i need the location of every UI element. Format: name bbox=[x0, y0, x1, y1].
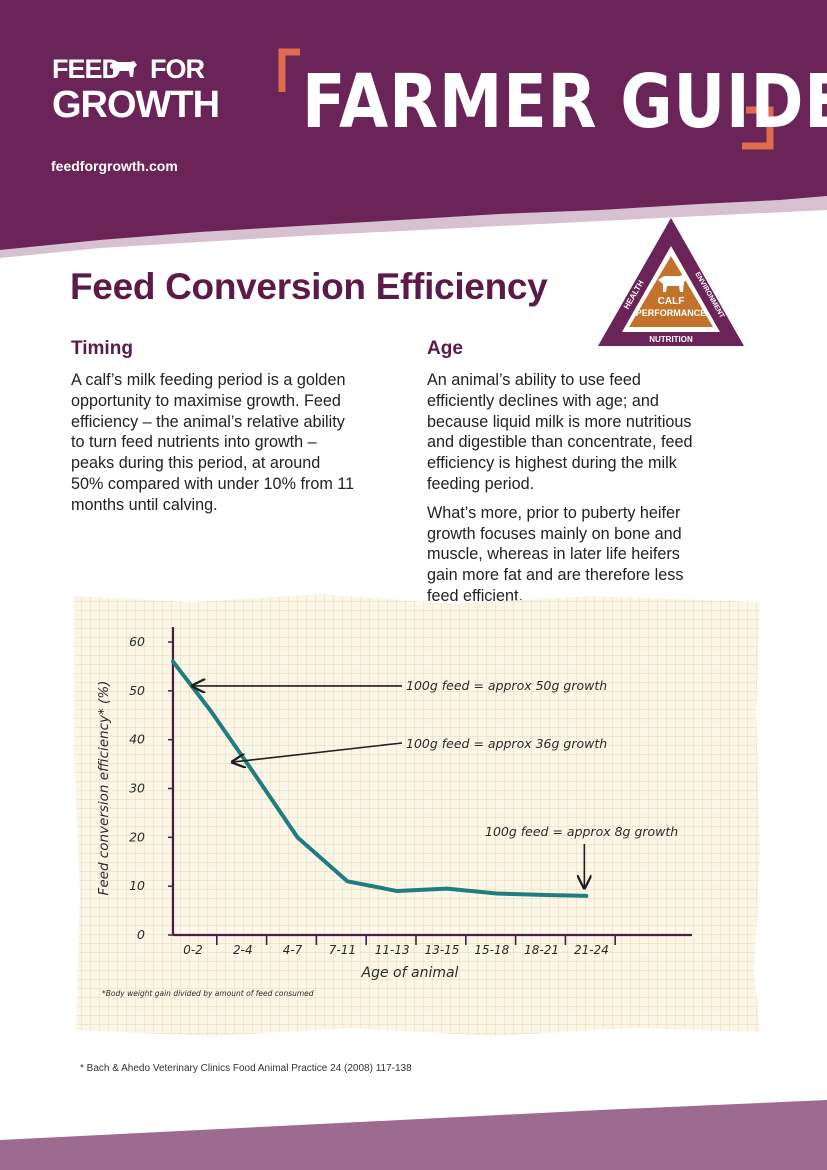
chart-axes bbox=[171, 627, 692, 937]
cow-icon bbox=[110, 61, 137, 77]
age-line: efficiency is highest during the milk bbox=[427, 454, 677, 473]
badge-center-line2: PERFORMANCE bbox=[636, 308, 707, 318]
cow-icon bbox=[658, 274, 688, 292]
age-text: An animal’s ability to use feed efficien… bbox=[427, 370, 757, 615]
age-line: What’s more, prior to puberty heifer bbox=[427, 503, 681, 522]
timing-text: A calf’s milk feeding period is a golden… bbox=[71, 370, 411, 516]
x-tick-label: 0-2 bbox=[183, 943, 203, 957]
annotation-text: 100g feed = approx 8g growth bbox=[485, 824, 678, 839]
age-line: muscle, whereas in later life heifers bbox=[427, 545, 680, 564]
age-line: efficiently declines with age; and bbox=[427, 391, 659, 410]
age-heading: Age bbox=[427, 338, 463, 359]
x-tick-label: 4-7 bbox=[283, 943, 303, 957]
x-tick-label: 11-13 bbox=[375, 943, 410, 957]
age-line: feeding period. bbox=[427, 474, 535, 493]
website-url[interactable]: feedforgrowth.com bbox=[51, 158, 178, 174]
age-line: gain more fat and are therefore less bbox=[427, 566, 684, 585]
age-line: growth focuses mainly on bone and bbox=[427, 524, 682, 543]
graph-grid bbox=[74, 594, 760, 1036]
timing-line: peaks during this period, at around bbox=[71, 454, 321, 473]
timing-line: to turn feed nutrients into growth – bbox=[71, 433, 317, 452]
calf-performance-badge: CALF PERFORMANCE HEALTH ENVIRONMENT NUTR… bbox=[598, 218, 744, 346]
y-tick-label: 30 bbox=[129, 781, 145, 796]
timing-line: opportunity to maximise growth. Feed bbox=[71, 391, 341, 410]
age-line: feed efficient. bbox=[427, 586, 523, 605]
annotation-arrow bbox=[232, 742, 403, 762]
y-axis-label: Feed conversion efficiency* (%) bbox=[96, 681, 112, 896]
y-tick-label: 0 bbox=[137, 927, 145, 942]
x-tick-label: 18-21 bbox=[524, 943, 559, 957]
reference-footnote: * Bach & Ahedo Veterinary Clinics Food A… bbox=[80, 1063, 412, 1074]
badge-center-line1: CALF bbox=[658, 296, 685, 307]
header-band: FEED FOR GROWTH feedforgrowth.com FARMER … bbox=[0, 0, 827, 260]
chart-note: *Body weight gain divided by amount of f… bbox=[102, 989, 314, 998]
annotation-text: 100g feed = approx 36g growth bbox=[406, 736, 607, 751]
efficiency-line bbox=[171, 659, 589, 898]
x-tick-labels: 0-2 2-4 4-7 7-11 11-13 13-15 15-18 18-21 21-24 bbox=[183, 935, 617, 957]
age-line: An animal’s ability to use feed bbox=[427, 371, 641, 389]
y-tick-label: 40 bbox=[129, 732, 145, 747]
y-tick-label: 50 bbox=[129, 683, 145, 698]
x-tick-label: 21-24 bbox=[574, 943, 609, 957]
age-line: and digestible than concentrate, feed bbox=[427, 433, 693, 452]
badge-bottom: NUTRITION bbox=[649, 335, 693, 344]
chart-annotations: 100g feed = approx 50g growth 100g feed =… bbox=[192, 678, 678, 888]
chart-series bbox=[171, 659, 589, 898]
y-tick-labels: 0 10 20 30 40 50 60 bbox=[129, 634, 173, 942]
annotation-text: 100g feed = approx 50g growth bbox=[406, 678, 607, 693]
y-tick-label: 60 bbox=[129, 634, 145, 649]
header-background bbox=[0, 0, 827, 258]
x-tick-label: 15-18 bbox=[474, 943, 509, 957]
feed-for-growth-logo: FEED FOR GROWTH bbox=[52, 54, 220, 126]
timing-line: months until calving. bbox=[71, 495, 218, 514]
footer-band bbox=[0, 1100, 827, 1170]
timing-line: A calf’s milk feeding period is a golden bbox=[71, 371, 346, 389]
timing-heading: Timing bbox=[71, 338, 133, 359]
timing-line: efficiency – the animal’s relative abili… bbox=[71, 412, 345, 431]
guide-title: FARMER GUIDE bbox=[302, 59, 827, 145]
timing-line: 50% compared with under 10% from 11 bbox=[71, 474, 355, 493]
page-title: Feed Conversion Efficiency bbox=[70, 266, 548, 307]
age-paragraph-1: An animal’s ability to use feed efficien… bbox=[427, 370, 757, 495]
y-tick-label: 10 bbox=[129, 878, 145, 893]
x-tick-label: 2-4 bbox=[233, 943, 253, 957]
x-tick-label: 13-15 bbox=[425, 943, 460, 957]
age-paragraph-2: What’s more, prior to puberty heifer gro… bbox=[427, 503, 757, 607]
y-tick-label: 20 bbox=[129, 829, 145, 844]
feed-efficiency-chart: 0 10 20 30 40 50 60 0-2 2-4 4-7 7-11 11-13 13-15 15-… bbox=[72, 592, 762, 1038]
chart-svg: 0 10 20 30 40 50 60 0-2 2-4 4-7 7-11 11-13 13-15 15-… bbox=[74, 594, 760, 1036]
x-axis-label: Age of animal bbox=[361, 965, 459, 981]
x-tick-label: 7-11 bbox=[329, 943, 356, 957]
age-line: because liquid milk is more nutritious bbox=[427, 412, 692, 431]
